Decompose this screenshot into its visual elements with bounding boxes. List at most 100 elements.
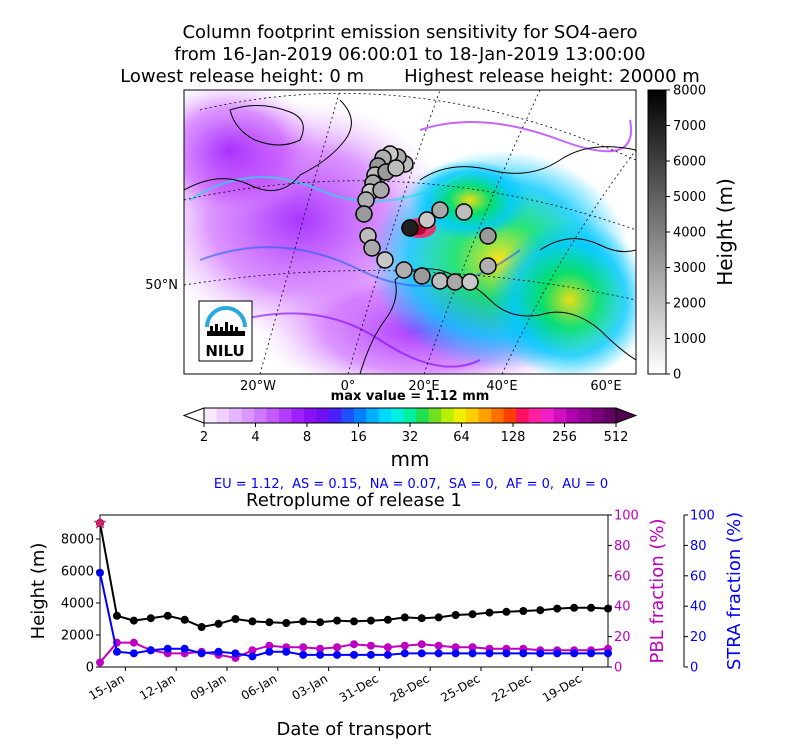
trajectory-cluster-marker — [479, 227, 497, 245]
height-colorbar-tick-label: 0 — [673, 368, 681, 383]
emission-colorbar-cell — [378, 408, 392, 423]
data-point — [536, 649, 545, 658]
emission-colorbar-cell — [353, 408, 367, 423]
data-point — [485, 649, 494, 658]
trajectory-cluster-marker — [418, 211, 436, 229]
trajectory-cluster-marker — [395, 261, 413, 279]
height-colorbar-tick-label: 3000 — [673, 261, 706, 276]
y-tick-label: 0 — [86, 661, 94, 676]
trajectory-cluster-marker — [455, 203, 473, 221]
trajectory-cluster-marker — [431, 201, 449, 219]
emission-colorbar-cell — [528, 408, 542, 423]
emission-colorbar-cell — [216, 408, 230, 423]
data-point — [587, 603, 596, 612]
emission-colorbar-label: mm — [391, 447, 430, 471]
trajectory-cluster-marker — [363, 239, 381, 257]
data-point — [231, 615, 240, 623]
emission-colorbar-cell — [566, 408, 579, 423]
data-point — [366, 616, 375, 625]
data-point — [434, 613, 443, 622]
data-point — [502, 649, 511, 658]
pbl-tick-label: 40 — [614, 600, 631, 615]
chart-series — [93, 516, 612, 667]
emission-colorbar-cell — [466, 408, 479, 423]
footprint-field — [184, 90, 636, 374]
emission-colorbar-extend-low — [182, 407, 205, 424]
figure-title-line2: from 16-Jan-2019 06:00:01 to 18-Jan-2019… — [174, 44, 645, 65]
data-point — [485, 608, 494, 617]
emission-colorbar: 2 4 8 16 32 64 128 256 512 mm — [182, 407, 638, 471]
emission-colorbar-cell — [553, 408, 567, 423]
data-point — [366, 641, 375, 650]
map-panel — [183, 89, 637, 375]
data-point — [282, 619, 291, 627]
trajectory-cluster-marker — [401, 219, 419, 237]
data-point — [553, 604, 562, 613]
x-tick-label: 25-Dec — [438, 671, 482, 705]
data-point — [570, 603, 579, 612]
stra-tick-label: 60 — [690, 569, 707, 584]
x-tick-label: 06-Jan — [239, 671, 280, 703]
figure-title-line3: Lowest release height: 0 m Highest relea… — [120, 66, 700, 87]
data-point — [146, 646, 155, 655]
emission-colorbar-cell — [503, 408, 517, 423]
y-tick-label: 8000 — [61, 533, 94, 548]
emission-colorbar-cell — [453, 408, 467, 423]
data-point — [383, 650, 392, 659]
trajectory-cluster-marker — [446, 273, 464, 291]
data-point — [265, 641, 274, 650]
figure-title-line1: Column footprint emission sensitivity fo… — [182, 22, 637, 43]
x-tick-label: 15-Jan — [86, 671, 127, 703]
y-tick-label: 2000 — [61, 629, 94, 644]
data-point — [316, 650, 325, 659]
y-axis-label: Height (m) — [28, 543, 49, 640]
data-point — [536, 606, 545, 615]
data-point — [231, 649, 240, 658]
trajectory-cluster-marker — [461, 273, 479, 291]
trajectory-cluster-marker — [355, 205, 373, 223]
emission-colorbar-cell — [366, 408, 380, 423]
x-tick-label: 09-Jan — [188, 671, 229, 703]
data-point — [316, 618, 325, 627]
y-axis-ticks: 0 2000 4000 6000 8000 — [61, 533, 100, 676]
data-point — [248, 646, 257, 655]
height-colorbar-tick-label: 5000 — [673, 190, 706, 205]
pbl-tick-label: 60 — [614, 569, 631, 584]
stra-axis-label: STRA fraction (%) — [724, 512, 745, 670]
nilu-logo: NILU — [198, 300, 253, 362]
pbl-tick-label: 80 — [614, 539, 631, 554]
data-point — [248, 652, 257, 661]
data-point — [400, 649, 409, 658]
data-point — [96, 568, 104, 577]
data-point — [129, 616, 138, 625]
data-point — [316, 644, 325, 653]
data-point — [333, 616, 342, 625]
trajectory-cluster-marker — [376, 251, 394, 269]
data-point — [604, 649, 612, 658]
data-point — [366, 650, 375, 659]
height-colorbar-label: Height (m) — [713, 178, 737, 286]
height-colorbar-tick-label: 6000 — [673, 155, 706, 170]
data-point — [146, 614, 155, 623]
height-colorbar-tick-label: 1000 — [673, 332, 706, 347]
data-point — [468, 643, 477, 652]
emission-colorbar-tick-label: 64 — [453, 430, 470, 445]
data-point — [502, 607, 511, 616]
emission-colorbar-tick-label: 512 — [604, 430, 629, 445]
data-point — [163, 611, 172, 620]
data-point — [299, 643, 308, 652]
lat-label: 50°N — [145, 278, 178, 293]
emission-colorbar-cell — [204, 408, 217, 423]
x-tick-label: 28-Dec — [388, 671, 432, 705]
height-colorbar: 0 1000 2000 3000 4000 5000 6000 7000 8000 Height… — [647, 84, 737, 383]
emission-colorbar-tick-label: 2 — [200, 430, 208, 445]
lon-label: 40°E — [486, 379, 517, 394]
data-point — [265, 618, 274, 627]
x-tick-label: 03-Jan — [290, 671, 331, 703]
data-point — [587, 649, 596, 658]
x-tick-label: 31-Dec — [337, 671, 381, 705]
data-point — [350, 650, 358, 659]
data-point — [570, 649, 579, 658]
emission-colorbar-cell — [441, 408, 454, 423]
stra-tick-label: 100 — [690, 509, 715, 524]
